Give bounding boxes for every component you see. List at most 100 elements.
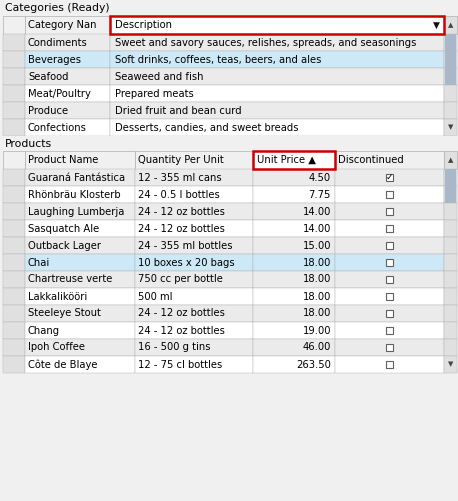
Bar bbox=[3, 102, 25, 119]
Text: Discontinued: Discontinued bbox=[338, 155, 404, 165]
Text: ▼: ▼ bbox=[432, 21, 439, 30]
Text: 19.00: 19.00 bbox=[302, 326, 331, 336]
Bar bbox=[444, 237, 457, 254]
Bar bbox=[135, 271, 253, 288]
Bar bbox=[25, 85, 110, 102]
Text: 12 - 355 ml cans: 12 - 355 ml cans bbox=[138, 172, 222, 182]
Bar bbox=[135, 322, 253, 339]
Text: Guaraná Fantástica: Guaraná Fantástica bbox=[28, 172, 125, 182]
Bar bbox=[110, 102, 444, 119]
Bar bbox=[444, 339, 457, 356]
Bar bbox=[445, 169, 456, 203]
Bar bbox=[25, 288, 135, 305]
Bar bbox=[25, 271, 135, 288]
Text: ▲: ▲ bbox=[448, 22, 453, 28]
Bar bbox=[0, 0, 458, 16]
Bar bbox=[444, 51, 457, 68]
Bar bbox=[335, 220, 444, 237]
Bar bbox=[444, 220, 457, 237]
Text: 15.00: 15.00 bbox=[302, 240, 331, 250]
Bar bbox=[335, 169, 444, 186]
Bar bbox=[253, 169, 335, 186]
Bar bbox=[386, 225, 393, 232]
Text: Product Name: Product Name bbox=[28, 155, 98, 165]
Bar bbox=[253, 339, 335, 356]
Bar bbox=[110, 119, 444, 136]
Text: 7.75: 7.75 bbox=[309, 189, 331, 199]
Bar bbox=[444, 85, 457, 102]
Bar bbox=[386, 208, 393, 215]
Bar bbox=[253, 356, 335, 373]
Bar bbox=[386, 174, 393, 181]
Bar bbox=[3, 119, 25, 136]
Bar bbox=[25, 119, 110, 136]
Text: Products: Products bbox=[5, 138, 52, 148]
Bar bbox=[444, 68, 457, 85]
Text: Sasquatch Ale: Sasquatch Ale bbox=[28, 223, 99, 233]
Text: Dried fruit and bean curd: Dried fruit and bean curd bbox=[115, 106, 242, 116]
Bar bbox=[135, 220, 253, 237]
Text: 24 - 12 oz bottles: 24 - 12 oz bottles bbox=[138, 309, 225, 319]
Bar bbox=[444, 169, 457, 186]
Bar bbox=[110, 68, 444, 85]
Bar bbox=[444, 16, 457, 34]
Text: Outback Lager: Outback Lager bbox=[28, 240, 101, 250]
Bar bbox=[386, 242, 393, 249]
Bar bbox=[3, 356, 25, 373]
Text: Chartreuse verte: Chartreuse verte bbox=[28, 275, 112, 285]
Bar bbox=[386, 276, 393, 283]
Bar bbox=[25, 322, 135, 339]
Bar bbox=[444, 102, 457, 119]
Text: 14.00: 14.00 bbox=[303, 223, 331, 233]
Bar bbox=[386, 327, 393, 334]
Bar bbox=[335, 288, 444, 305]
Bar bbox=[135, 288, 253, 305]
Bar bbox=[444, 203, 457, 220]
Text: 263.50: 263.50 bbox=[296, 360, 331, 370]
Bar bbox=[25, 51, 110, 68]
Text: Confections: Confections bbox=[28, 123, 87, 132]
Text: ✓: ✓ bbox=[386, 173, 393, 182]
Bar bbox=[3, 339, 25, 356]
Bar bbox=[335, 151, 444, 169]
Bar bbox=[444, 305, 457, 322]
Bar bbox=[135, 151, 253, 169]
Text: Chai: Chai bbox=[28, 258, 50, 268]
Text: 4.50: 4.50 bbox=[309, 172, 331, 182]
Bar bbox=[445, 34, 456, 85]
Bar bbox=[110, 51, 444, 68]
Text: Steeleye Stout: Steeleye Stout bbox=[28, 309, 101, 319]
Bar bbox=[25, 102, 110, 119]
Text: 16 - 500 g tins: 16 - 500 g tins bbox=[138, 343, 211, 353]
Bar bbox=[335, 305, 444, 322]
Bar bbox=[386, 361, 393, 368]
Bar bbox=[3, 271, 25, 288]
Bar bbox=[253, 186, 335, 203]
Bar bbox=[3, 322, 25, 339]
Bar bbox=[110, 16, 444, 34]
Bar bbox=[25, 339, 135, 356]
Text: ▼: ▼ bbox=[448, 125, 453, 130]
Text: Unit Price ▲: Unit Price ▲ bbox=[257, 155, 316, 165]
Text: Condiments: Condiments bbox=[28, 38, 88, 48]
Bar bbox=[135, 305, 253, 322]
Bar bbox=[335, 271, 444, 288]
Bar bbox=[25, 151, 135, 169]
Text: Soft drinks, coffees, teas, beers, and ales: Soft drinks, coffees, teas, beers, and a… bbox=[115, 55, 322, 65]
Bar bbox=[3, 305, 25, 322]
Bar bbox=[3, 16, 25, 34]
Bar bbox=[335, 356, 444, 373]
Bar bbox=[335, 203, 444, 220]
Bar bbox=[3, 151, 25, 169]
Text: ▼: ▼ bbox=[448, 362, 453, 368]
Bar bbox=[335, 186, 444, 203]
Bar bbox=[253, 220, 335, 237]
Text: Rhönbräu Klosterb: Rhönbräu Klosterb bbox=[28, 189, 120, 199]
Bar bbox=[386, 310, 393, 317]
Bar bbox=[253, 203, 335, 220]
Text: 24 - 12 oz bottles: 24 - 12 oz bottles bbox=[138, 326, 225, 336]
Text: Lakkalikööri: Lakkalikööri bbox=[28, 292, 87, 302]
Bar bbox=[253, 305, 335, 322]
Bar bbox=[25, 203, 135, 220]
Text: 24 - 355 ml bottles: 24 - 355 ml bottles bbox=[138, 240, 233, 250]
